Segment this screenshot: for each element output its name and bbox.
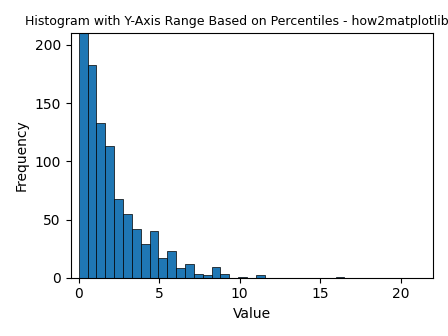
Bar [141,244,150,278]
Bar [150,231,159,278]
Bar [132,229,141,278]
Bar [167,251,176,278]
Bar [238,277,247,278]
Title: Histogram with Y-Axis Range Based on Percentiles - how2matplotlib.com: Histogram with Y-Axis Range Based on Per… [25,15,448,28]
Bar [176,268,185,278]
Bar [123,214,132,278]
Bar [211,267,220,278]
Y-axis label: Frequency: Frequency [15,120,29,192]
Bar [159,258,167,278]
Bar [79,0,87,278]
Bar [202,276,211,278]
Bar [220,274,229,278]
Bar [185,264,194,278]
Bar [194,274,202,278]
Bar [105,146,114,278]
Bar [96,123,105,278]
Bar [114,199,123,278]
Bar [256,276,265,278]
X-axis label: Value: Value [233,307,271,321]
Bar [336,277,345,278]
Bar [87,65,96,278]
